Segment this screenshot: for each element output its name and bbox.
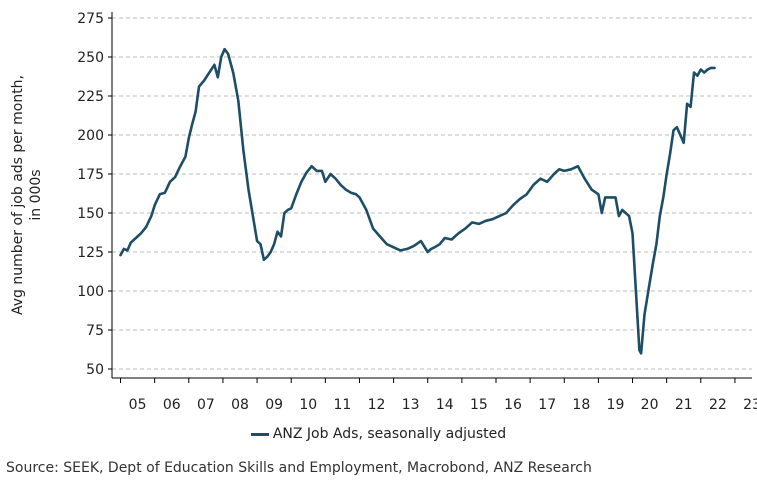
y-tick-label: 150 [77, 206, 104, 222]
legend-label: ANZ Job Ads, seasonally adjusted [272, 426, 507, 442]
x-tick-label: 13 [402, 397, 420, 413]
x-tick-label: 21 [675, 397, 693, 413]
x-tick-label: 19 [607, 397, 625, 413]
x-tick-label: 17 [538, 397, 556, 413]
source-note: Source: SEEK, Dept of Education Skills a… [6, 460, 592, 476]
x-tick-labels: 05 06 07 08 09 10 11 12 13 14 15 16 17 18 19 20 21 22 23 [120, 378, 757, 413]
y-tick-label: 225 [77, 89, 104, 105]
x-tick-label: 14 [436, 397, 454, 413]
gridlines [108, 17, 752, 370]
x-tick-label: 18 [572, 397, 590, 413]
y-tick-label: 125 [77, 245, 104, 261]
x-tick-label: 08 [231, 397, 249, 413]
x-tick-label: 16 [504, 397, 522, 413]
x-tick-label: 23 [743, 397, 757, 413]
x-tick-label: 10 [299, 397, 317, 413]
y-tick-label: 50 [86, 362, 104, 378]
y-tick-label: 175 [77, 167, 104, 183]
series-group [119, 47, 716, 355]
x-tick-label: 15 [470, 397, 488, 413]
y-tick-labels: 50 75 100 125 150 175 200 225 250 275 [77, 11, 104, 378]
legend: ANZ Job Ads, seasonally adjusted [0, 426, 757, 442]
series-line [119, 47, 716, 355]
x-tick-label: 11 [333, 397, 351, 413]
y-tick-label: 100 [77, 284, 104, 300]
y-tick-label: 275 [77, 11, 104, 27]
x-tick-label: 05 [129, 397, 147, 413]
axes [111, 12, 752, 379]
y-tick-label: 200 [77, 128, 104, 144]
y-axis-label: Avg number of job ads per month, in 000s [10, 75, 44, 315]
x-tick-label: 09 [265, 397, 283, 413]
chart: 50 75 100 125 150 175 200 225 250 275 05 06 07 08 09 1… [10, 11, 757, 413]
y-tick-label: 75 [86, 323, 104, 339]
y-axis-label-line: in 000s [28, 169, 44, 220]
y-tick-label: 250 [77, 50, 104, 66]
x-tick-label: 07 [197, 397, 215, 413]
x-tick-label: 22 [709, 397, 727, 413]
x-tick-label: 06 [163, 397, 181, 413]
y-axis-label-line: Avg number of job ads per month, [10, 75, 26, 315]
legend-swatch [250, 432, 269, 436]
x-tick-label: 20 [641, 397, 659, 413]
x-tick-label: 12 [368, 397, 386, 413]
